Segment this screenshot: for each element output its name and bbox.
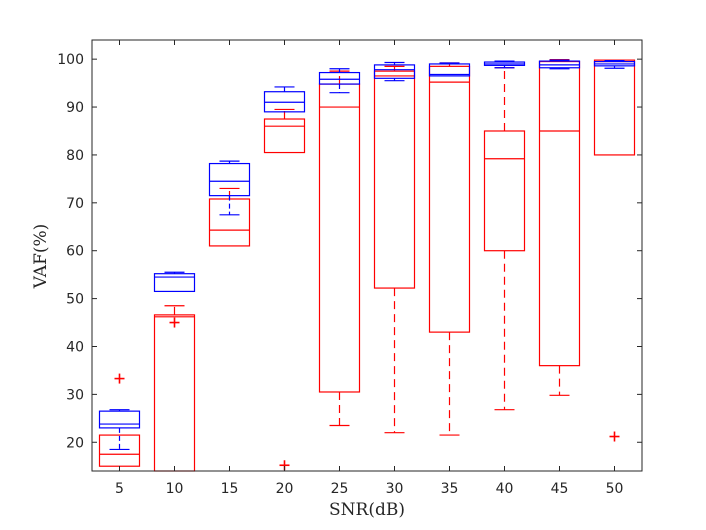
x-tick-label-15: 15 <box>221 481 239 497</box>
y-axis-label: VAF(%) <box>31 224 51 290</box>
x-tick-label-30: 30 <box>386 481 404 497</box>
red-box-35 <box>428 65 471 333</box>
y-tick-label-60: 60 <box>66 244 84 260</box>
x-axis-label: SNR(dB) <box>329 500 405 520</box>
x-tick-label-20: 20 <box>276 481 294 497</box>
red-outlier-50-0 <box>609 431 620 442</box>
y-tick-label-20: 20 <box>66 435 84 451</box>
x-tick-label-10: 10 <box>166 481 184 497</box>
red-outlier-5-0 <box>114 373 125 384</box>
red-box-40 <box>483 130 526 252</box>
blue-box-35 <box>428 63 471 77</box>
plot-area <box>92 40 642 471</box>
blue-box-25 <box>318 71 361 85</box>
x-tick-label-5: 5 <box>115 481 124 497</box>
red-box-30 <box>373 70 416 289</box>
x-tick-label-25: 25 <box>331 481 349 497</box>
blue-box-30 <box>373 64 416 79</box>
y-tick-label-50: 50 <box>66 292 84 308</box>
y-tick-label-80: 80 <box>66 148 84 164</box>
y-tick-label-100: 100 <box>57 52 84 68</box>
x-tick-label-40: 40 <box>496 481 514 497</box>
x-tick-label-35: 35 <box>441 481 459 497</box>
x-tick-label-50: 50 <box>606 481 624 497</box>
axes-layer: 20 30 40 50 60 70 80 90 100 5 10 15 20 25 30 35 40 45 50 <box>57 39 643 497</box>
y-tick-label-30: 30 <box>66 387 84 403</box>
axes-frame <box>91 39 643 472</box>
y-tick-label-70: 70 <box>66 196 84 212</box>
blue-box-10 <box>153 273 196 293</box>
blue-box-15 <box>208 162 251 197</box>
x-tick-label-45: 45 <box>551 481 569 497</box>
blue-box-5 <box>98 410 141 429</box>
red-box-20 <box>263 118 306 154</box>
red-outlier-10-0 <box>169 317 180 328</box>
boxes-layer <box>98 59 636 472</box>
y-tick-label-90: 90 <box>66 100 84 116</box>
y-tick-label-40: 40 <box>66 339 84 355</box>
